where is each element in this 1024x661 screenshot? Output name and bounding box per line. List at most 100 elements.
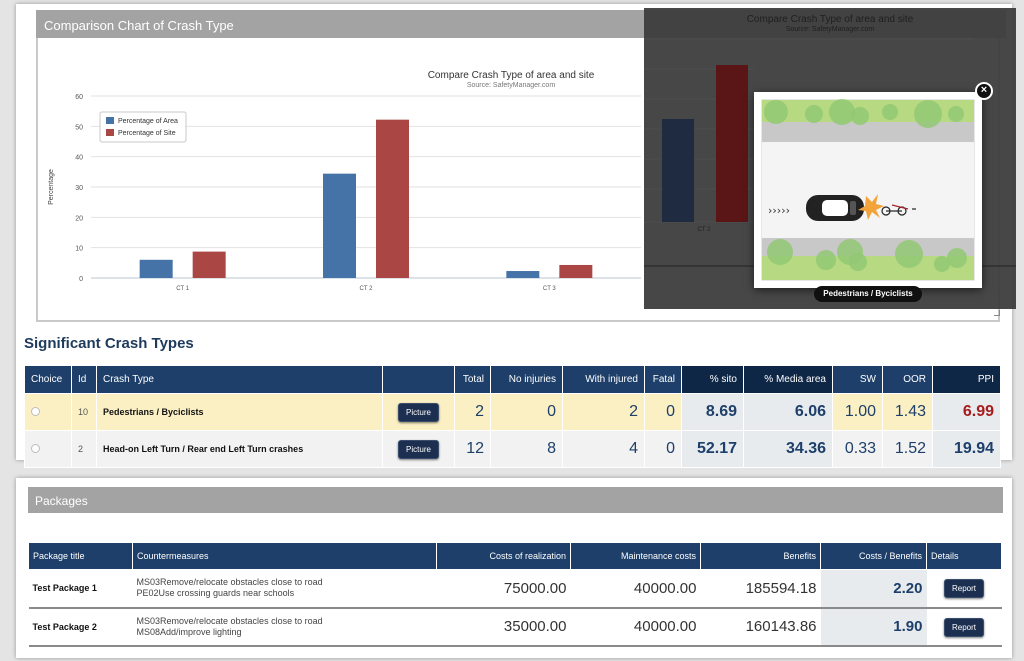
picture-button[interactable]: Picture [398, 440, 439, 459]
overlay-chart-subtitle: Source: SafetyManager.com [785, 26, 875, 33]
pct-area-cell: 34.36 [743, 430, 833, 468]
x-tick-label: CT 1 [176, 286, 190, 292]
oor-cell: 1.43 [882, 393, 933, 431]
table-row[interactable]: 10 Pedestrians / Byciclists Picture 2 0 … [24, 393, 1001, 431]
package-title-cell: Test Package 2 [28, 607, 133, 647]
tree-icon [764, 100, 788, 124]
details-cell: Report [926, 607, 1002, 647]
choice-cell [24, 430, 72, 468]
sidewalk-top [762, 122, 974, 142]
picture-button[interactable]: Picture [398, 403, 439, 422]
bar-site [559, 264, 593, 278]
cost-benefit-cell: 1.90 [820, 607, 927, 647]
maintenance-cell: 40000.00 [570, 569, 701, 609]
crash-illustration: ››››› [761, 99, 975, 281]
road [762, 142, 974, 238]
total-cell: 12 [454, 430, 491, 468]
sidewalk-bottom [762, 238, 974, 256]
benefits-cell: 160143.86 [700, 607, 821, 647]
overlay-tick-label: CT 2 [698, 227, 712, 233]
legend-label: Percentage of Site [118, 130, 176, 137]
bar-area [323, 173, 356, 278]
table-row[interactable]: Test Package 1 MS03Remove/relocate obsta… [28, 569, 1002, 609]
y-tick-label: 10 [75, 246, 83, 253]
realization-cell: 75000.00 [436, 569, 571, 609]
crash-types-table: Choice Id Crash Type Total No injuries W… [24, 365, 1001, 468]
oor-cell: 1.52 [882, 430, 933, 468]
chart-title: Compare Crash Type of area and site [427, 70, 595, 81]
choice-radio[interactable] [31, 444, 40, 453]
report-button[interactable]: Report [943, 579, 984, 599]
with-injured-cell: 2 [562, 393, 645, 431]
overlay-chart-title: Compare Crash Type of area and site [746, 14, 914, 25]
col-costs-realization: Costs of realization [436, 542, 571, 570]
tree-icon [767, 239, 793, 265]
col-pct-site: % sito [681, 365, 744, 394]
fatal-cell: 0 [644, 430, 682, 468]
total-cell: 2 [454, 393, 491, 431]
col-benefits: Benefits [700, 542, 821, 570]
resize-handle[interactable] [994, 310, 1000, 316]
col-id: Id [71, 365, 97, 394]
no-injuries-cell: 0 [490, 393, 563, 431]
table-row[interactable]: 2 Head-on Left Turn / Rear end Left Turn… [24, 430, 1001, 468]
with-injured-cell: 4 [562, 430, 645, 468]
id-cell: 2 [71, 430, 97, 468]
y-tick-label: 30 [75, 185, 83, 192]
tree-icon [914, 100, 942, 128]
picture-cell: Picture [382, 430, 455, 468]
report-button[interactable]: Report [943, 617, 984, 637]
packages-card: Packages Package title Countermeasures C… [16, 478, 1012, 658]
crash-type-cell: Pedestrians / Byciclists [96, 393, 383, 431]
bar-site [376, 119, 409, 278]
ppi-cell: 6.99 [932, 393, 1001, 431]
col-cost-benefit: Costs / Benefits [820, 542, 927, 570]
col-with-injured: With injured [562, 365, 645, 394]
col-countermeasures: Countermeasures [132, 542, 437, 570]
fatal-cell: 0 [644, 393, 682, 431]
picture-caption: Pedestrians / Byciclists [814, 286, 922, 302]
y-tick-label: 60 [75, 94, 83, 101]
col-pct-area: % Media area [743, 365, 833, 394]
packages-table: Package title Countermeasures Costs of r… [28, 542, 1002, 647]
col-picture [382, 365, 455, 394]
col-total: Total [454, 365, 491, 394]
bar-chart: 0 10 20 30 40 50 60 Percentage CT 1 CT 2 CT 3 Perce… [48, 94, 641, 292]
col-choice: Choice [24, 365, 72, 394]
col-package-title: Package title [28, 542, 133, 570]
bar-area [139, 259, 173, 278]
y-tick-label: 40 [75, 155, 83, 162]
bar-site [192, 251, 226, 278]
close-icon[interactable]: × [975, 82, 993, 100]
countermeasure-item: MS03Remove/relocate obstacles close to r… [136, 577, 323, 588]
col-no-injuries: No injuries [490, 365, 563, 394]
tree-icon [849, 253, 867, 271]
chart-subtitle: Source: SafetyManager.com [466, 82, 556, 89]
col-oor: OOR [882, 365, 933, 394]
col-sw: SW [832, 365, 883, 394]
countermeasure-item: PE02Use crossing guards near schools [136, 588, 295, 599]
table-row[interactable]: Test Package 2 MS03Remove/relocate obsta… [28, 607, 1002, 647]
benefits-cell: 185594.18 [700, 569, 821, 609]
details-cell: Report [926, 569, 1002, 609]
collision-icon [858, 194, 884, 220]
tree-icon [816, 250, 836, 270]
choice-radio[interactable] [31, 407, 40, 416]
pct-site-cell: 8.69 [681, 393, 744, 431]
pct-area-cell: 6.06 [743, 393, 833, 431]
col-fatal: Fatal [644, 365, 682, 394]
car-icon [806, 195, 864, 221]
overlay-bar-area [662, 119, 694, 222]
maintenance-cell: 40000.00 [570, 607, 701, 647]
countermeasure-item: MS03Remove/relocate obstacles close to r… [136, 615, 323, 626]
sw-cell: 0.33 [832, 430, 883, 468]
x-tick-label: CT 3 [543, 286, 557, 292]
sw-cell: 1.00 [832, 393, 883, 431]
table-header-row: Choice Id Crash Type Total No injuries W… [24, 365, 1001, 394]
cost-benefit-cell: 2.20 [820, 569, 927, 609]
tree-icon [947, 248, 967, 268]
picture-overlay: Compare Crash Type of area and site Sour… [644, 8, 1016, 309]
tree-icon [805, 105, 823, 123]
y-tick-label: 50 [75, 124, 83, 131]
bicycle-icon [881, 204, 916, 216]
